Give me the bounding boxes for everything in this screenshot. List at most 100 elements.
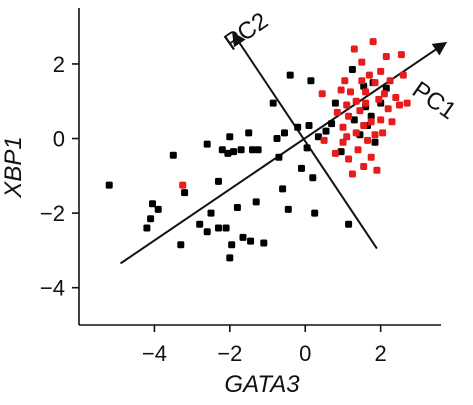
data-point-black <box>181 189 189 197</box>
data-point-red <box>343 133 351 141</box>
y-tick-label: 2 <box>53 52 65 77</box>
data-point-black <box>360 82 368 90</box>
data-point-black <box>281 129 288 137</box>
data-point-black <box>222 224 230 232</box>
data-point-red <box>339 123 347 131</box>
axis-ticks: −4 −2 0 2 −4 −2 0 2 <box>40 52 387 366</box>
data-point-red <box>331 149 339 157</box>
data-point-black <box>249 146 256 154</box>
pc1-label: PC1 <box>407 76 461 125</box>
data-point-red <box>364 136 371 144</box>
data-point-black <box>269 99 277 107</box>
data-point-red <box>377 116 385 124</box>
data-point-red <box>362 99 370 107</box>
data-point-red <box>379 129 387 137</box>
data-point-red <box>384 105 392 113</box>
data-point-black <box>149 200 156 208</box>
x-tick-label: −4 <box>142 341 167 366</box>
data-point-black <box>247 237 255 245</box>
pc2-label: PC2 <box>219 7 273 56</box>
x-tick-label: 2 <box>375 341 387 366</box>
data-point-black <box>275 153 283 161</box>
data-point-red <box>345 155 353 163</box>
data-point-red <box>352 97 360 105</box>
data-point-red <box>392 94 400 101</box>
data-point-black <box>177 241 185 249</box>
data-point-red <box>403 99 411 107</box>
data-point-red <box>354 146 362 154</box>
data-point-red <box>362 88 370 96</box>
data-point-black <box>322 127 330 135</box>
y-tick-label: 0 <box>53 127 65 152</box>
data-point-red <box>360 163 368 170</box>
data-point-red <box>358 77 366 85</box>
data-point-red <box>339 138 347 146</box>
data-point-red <box>396 101 403 109</box>
data-point-black <box>245 129 253 137</box>
data-point-black <box>273 135 281 142</box>
data-point-black <box>337 148 345 156</box>
data-point-red <box>341 77 349 85</box>
data-point-black <box>143 224 151 232</box>
data-point-red <box>371 79 379 87</box>
data-point-red <box>345 112 353 120</box>
data-point-red <box>377 67 385 75</box>
y-tick-label: −4 <box>40 276 65 301</box>
data-point-red <box>380 90 388 98</box>
data-point-red <box>360 122 368 129</box>
data-point-black <box>279 185 287 193</box>
data-point-black <box>224 149 232 157</box>
data-point-red <box>179 181 187 189</box>
data-point-black <box>105 181 113 189</box>
data-point-black <box>252 198 260 206</box>
data-point-black <box>239 233 247 241</box>
data-point-black <box>309 174 317 182</box>
data-point-red <box>348 170 356 178</box>
data-point-black <box>305 122 313 129</box>
data-point-black <box>328 120 336 128</box>
data-point-red <box>333 108 341 116</box>
data-point-red <box>356 107 364 115</box>
x-tick-label: −2 <box>217 341 242 366</box>
data-point-red <box>375 95 383 103</box>
data-point-black <box>147 215 155 223</box>
data-point-black <box>169 151 177 159</box>
data-point-black <box>215 177 222 185</box>
data-point-black <box>203 140 211 148</box>
data-point-black <box>286 71 294 79</box>
data-point-black <box>367 112 375 120</box>
data-point-black <box>345 220 353 228</box>
data-points <box>105 38 411 262</box>
pc-arrows: PC1 PC2 <box>119 7 461 265</box>
data-point-red <box>388 118 396 126</box>
data-point-black <box>298 164 305 172</box>
pc1-arrow <box>119 41 448 265</box>
data-point-red <box>350 45 358 53</box>
data-point-black <box>311 209 319 217</box>
data-point-black <box>233 204 241 211</box>
data-point-black <box>314 133 322 141</box>
data-point-black <box>331 99 339 107</box>
data-point-black <box>226 254 234 262</box>
data-point-black <box>348 66 356 73</box>
data-point-red <box>347 88 354 96</box>
data-point-black <box>203 228 211 236</box>
data-point-black <box>350 116 358 124</box>
data-point-red <box>386 77 394 85</box>
data-point-black <box>154 205 162 213</box>
x-tick-label: 0 <box>299 341 311 366</box>
data-point-red <box>369 38 377 46</box>
data-point-black <box>237 146 245 154</box>
y-axis-title: XBP1 <box>0 136 27 198</box>
pc2-arrow <box>232 31 378 250</box>
data-point-red <box>352 129 360 137</box>
data-point-black <box>371 138 379 146</box>
data-point-black <box>226 133 234 141</box>
data-point-black <box>207 209 215 217</box>
data-point-red <box>397 51 405 59</box>
data-point-black <box>294 123 302 131</box>
data-point-black <box>260 239 268 247</box>
data-point-black <box>303 144 311 152</box>
data-point-black <box>307 77 315 85</box>
